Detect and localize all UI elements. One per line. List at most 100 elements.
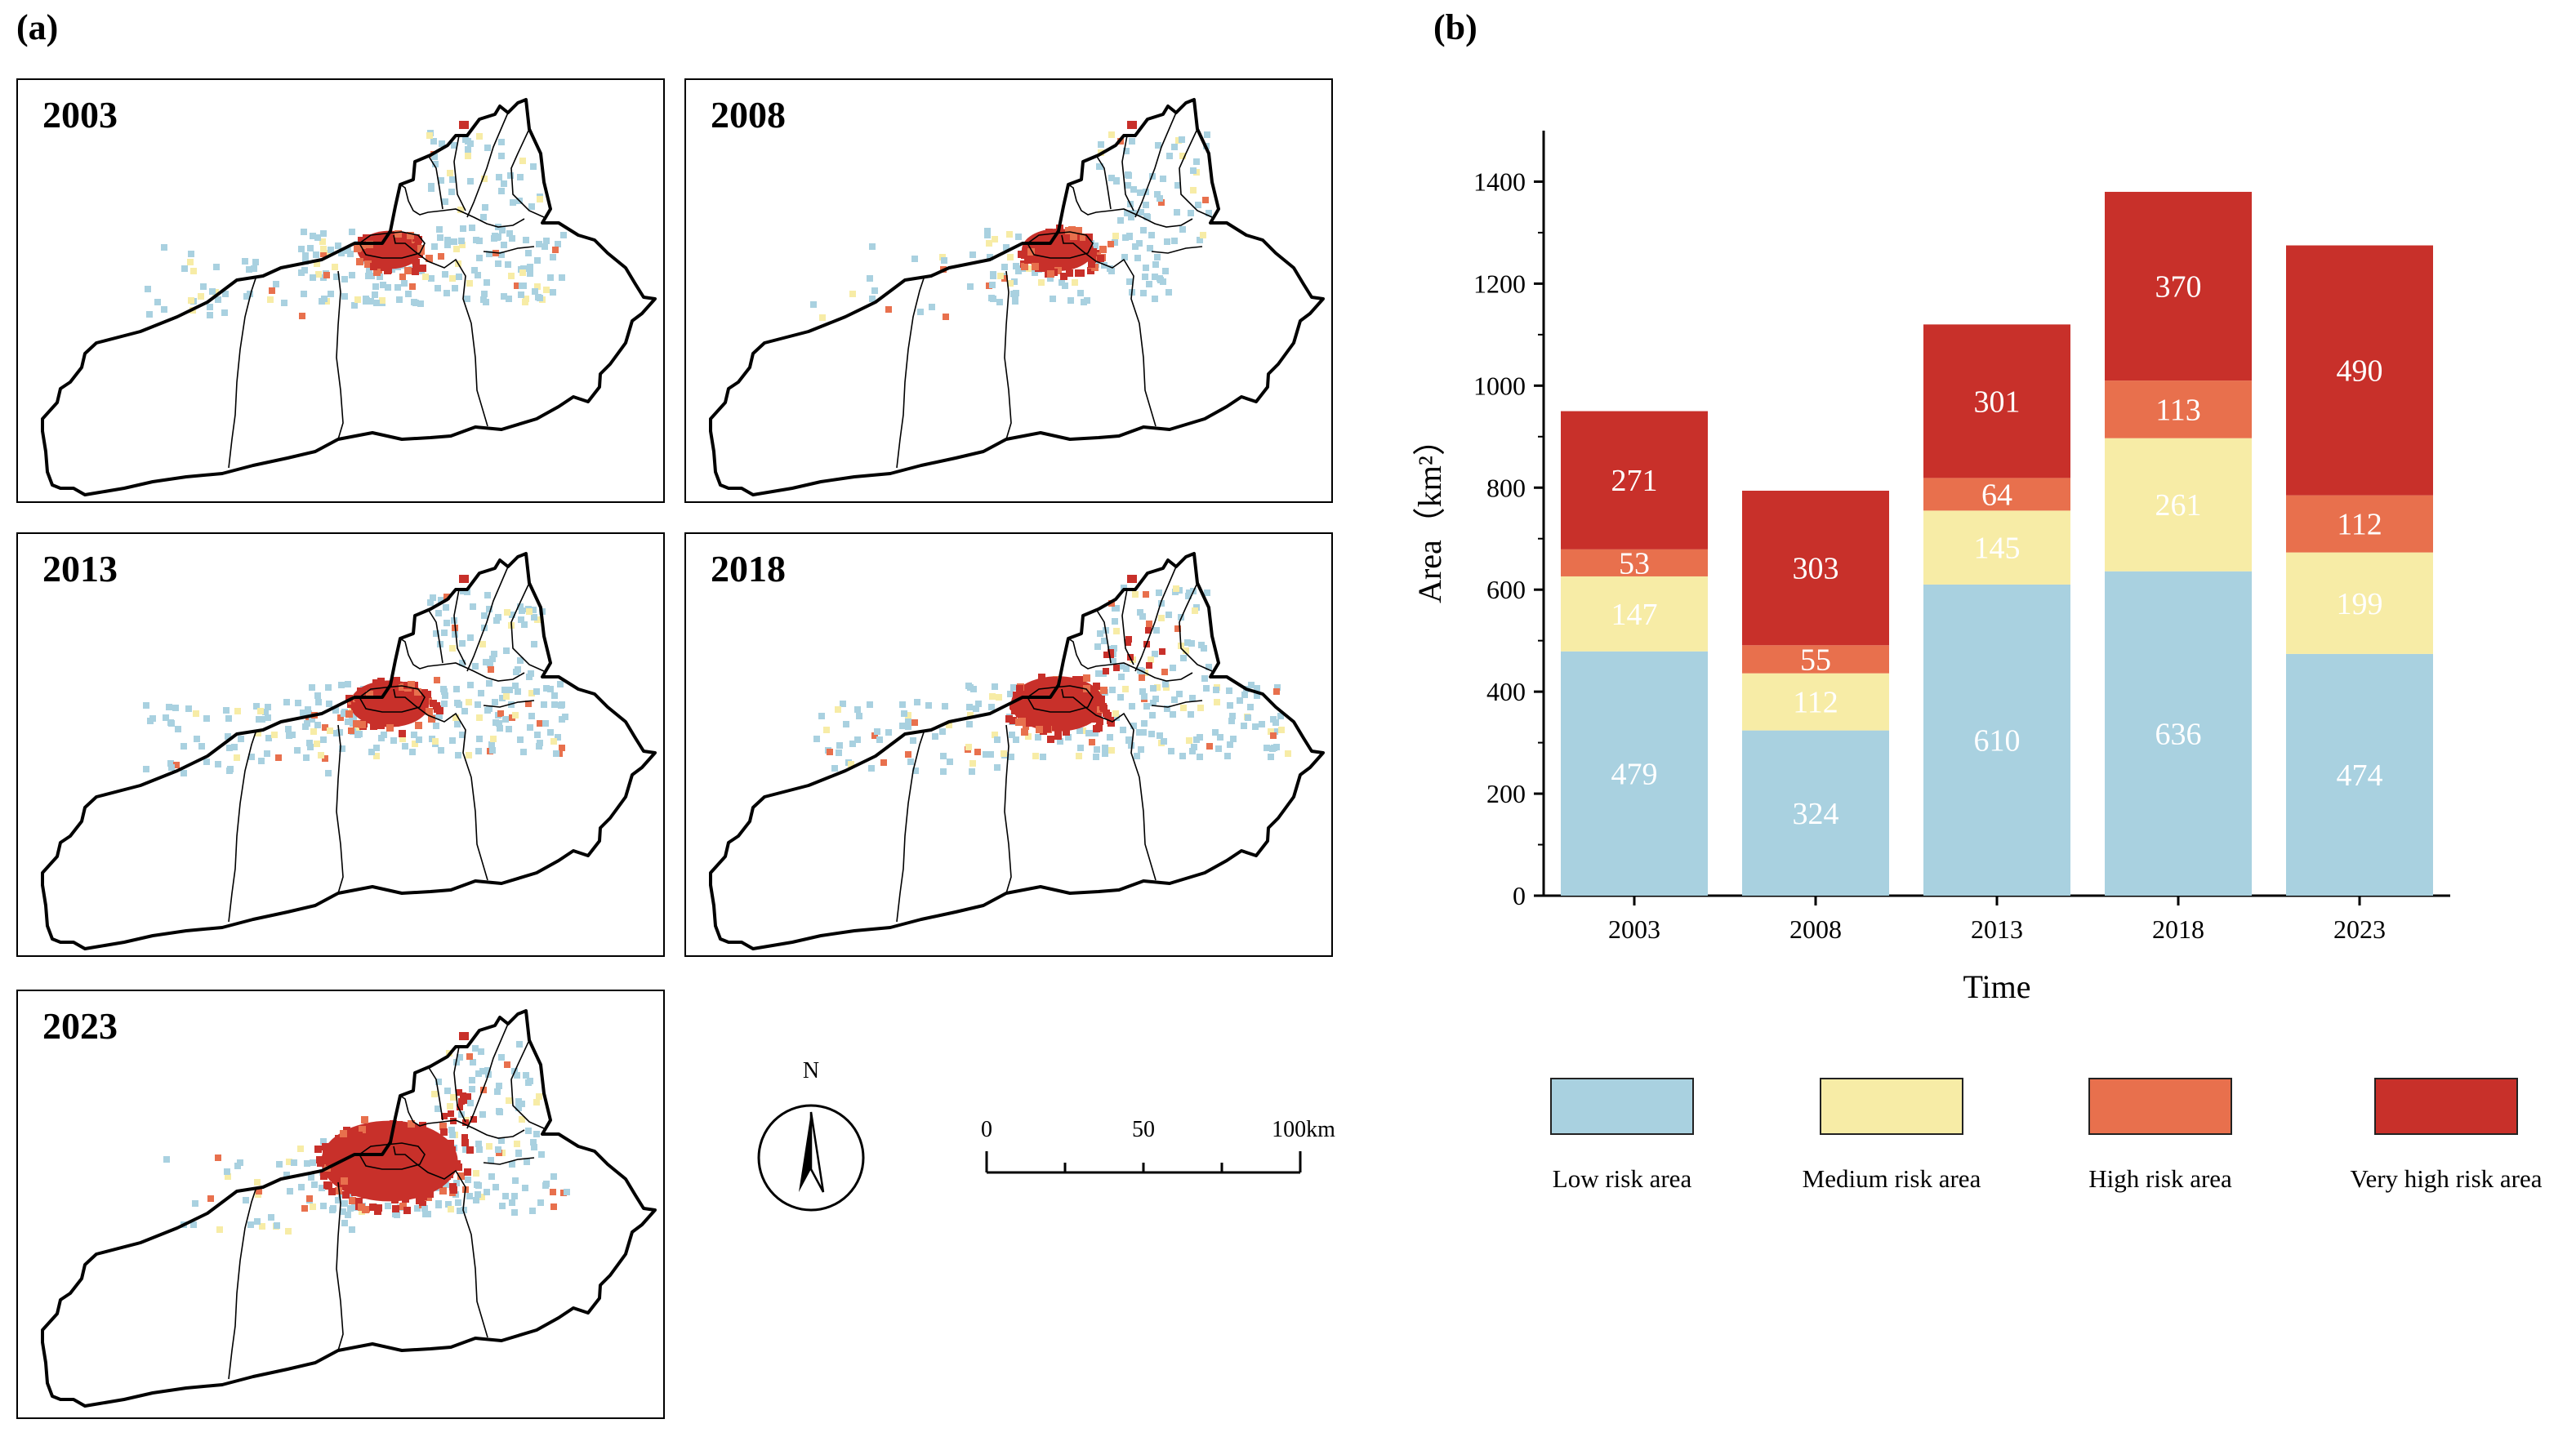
risk-cell — [501, 242, 507, 248]
region-map — [41, 552, 657, 950]
risk-cell — [223, 707, 230, 714]
risk-cell — [471, 267, 478, 274]
risk-cell — [528, 690, 535, 696]
risk-cell — [168, 764, 175, 771]
risk-cell — [447, 1140, 454, 1147]
risk-cell — [1143, 265, 1149, 271]
risk-cell — [521, 621, 528, 628]
risk-cell — [480, 1087, 487, 1093]
risk-cell — [1045, 229, 1053, 236]
risk-cell — [262, 709, 269, 715]
risk-cell — [356, 731, 363, 737]
risk-cell — [1095, 670, 1102, 677]
risk-cell — [994, 736, 1001, 743]
risk-cell — [1154, 684, 1161, 691]
risk-cell — [531, 614, 537, 621]
risk-cell — [505, 261, 511, 268]
risk-cell — [315, 271, 322, 278]
risk-cell — [1166, 153, 1173, 159]
risk-cell — [1195, 202, 1201, 208]
risk-cell — [437, 234, 443, 241]
risk-cell — [326, 701, 332, 707]
risk-cell — [498, 153, 505, 159]
risk-cell — [1112, 233, 1119, 239]
risk-cell — [466, 1053, 473, 1060]
risk-cell — [1129, 703, 1135, 710]
risk-cell — [442, 198, 448, 205]
risk-cell — [359, 1126, 366, 1133]
risk-cell — [320, 230, 327, 237]
risk-cell — [1101, 262, 1108, 269]
risk-cell — [559, 745, 565, 751]
county-boundary — [427, 154, 443, 210]
risk-cell — [154, 299, 161, 305]
risk-cell — [1010, 291, 1017, 297]
risk-cell — [168, 720, 175, 727]
risk-cell — [301, 267, 308, 274]
risk-cell — [1081, 299, 1087, 305]
risk-cell — [465, 1177, 471, 1183]
risk-cell — [1145, 627, 1152, 634]
risk-cell — [459, 640, 466, 647]
risk-cell — [486, 1143, 492, 1150]
risk-cell — [1127, 575, 1137, 583]
risk-cell — [874, 728, 880, 735]
risk-cell — [1011, 707, 1018, 714]
risk-cell — [1041, 265, 1048, 272]
county-boundary — [1095, 608, 1112, 664]
risk-cell — [1111, 645, 1117, 652]
risk-cell — [1161, 738, 1167, 745]
risk-cell — [1050, 296, 1056, 302]
risk-cell — [1032, 753, 1039, 759]
urban-district-boundary — [358, 685, 426, 713]
risk-cell — [441, 701, 448, 707]
risk-cell — [1083, 674, 1090, 682]
risk-cell — [1085, 730, 1092, 736]
risk-cell — [494, 234, 501, 241]
risk-cell — [1191, 744, 1197, 750]
risk-cell — [1038, 279, 1045, 286]
risk-cell — [399, 730, 406, 737]
risk-cell — [1113, 714, 1120, 721]
risk-cell — [163, 1156, 170, 1163]
risk-cell — [990, 271, 996, 278]
very-high-risk-core — [321, 1120, 458, 1202]
risk-cell — [310, 274, 316, 281]
risk-cell — [519, 158, 526, 164]
risk-cell — [484, 707, 491, 714]
risk-cell — [1057, 738, 1063, 745]
risk-cell — [499, 227, 506, 234]
risk-cell — [1123, 665, 1130, 672]
risk-cell — [1173, 585, 1179, 592]
bar-value-label: 261 — [2155, 488, 2202, 523]
risk-cell — [1072, 678, 1079, 686]
risk-cell — [966, 704, 973, 710]
bar-segment — [1923, 324, 2070, 478]
risk-cell — [1148, 731, 1155, 737]
risk-cell — [1158, 615, 1165, 621]
risk-cell — [551, 692, 558, 699]
region-map — [41, 1009, 657, 1408]
risk-cell — [1248, 682, 1255, 688]
risk-cell — [1183, 647, 1189, 654]
risk-cell — [469, 1077, 475, 1083]
risk-cell — [1206, 664, 1212, 670]
bar-segment — [2105, 191, 2252, 381]
scale-label-100: 100km — [1272, 1117, 1335, 1142]
risk-cell — [227, 766, 234, 772]
risk-cell — [384, 267, 391, 274]
risk-cell — [1198, 642, 1205, 648]
risk-cell — [441, 688, 448, 695]
risk-cell — [1125, 171, 1131, 178]
y-tick-label: 1200 — [1473, 269, 1526, 298]
risk-cell — [519, 607, 525, 614]
risk-cell — [399, 1203, 407, 1210]
risk-cell — [1204, 589, 1210, 596]
risk-cell — [346, 1141, 354, 1148]
risk-cell — [818, 713, 825, 719]
risk-cell — [314, 1146, 322, 1153]
risk-cell — [1176, 691, 1183, 697]
risk-cell — [310, 1203, 316, 1210]
risk-cell — [967, 684, 974, 691]
risk-cell — [994, 764, 1001, 771]
